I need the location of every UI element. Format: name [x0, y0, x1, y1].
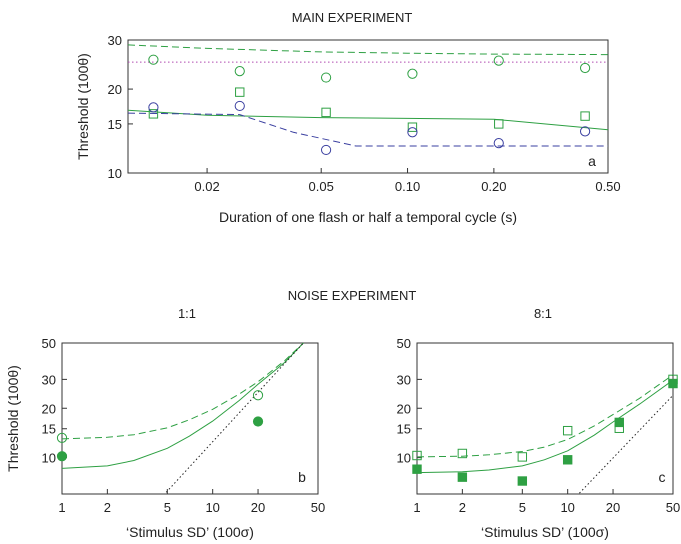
- ratio-8-1-heading: 8:1: [534, 306, 552, 321]
- green-open-square-point: [457, 448, 468, 459]
- x-axis-label: Duration of one flash or half a temporal…: [219, 209, 517, 225]
- y-tick-label: 30: [397, 372, 411, 387]
- blue-open-circle-point: [320, 144, 332, 156]
- green-filled-square-point: [614, 417, 624, 428]
- green-dashed-line-2: [417, 374, 673, 458]
- y-tick-label: 20: [397, 401, 411, 416]
- series-layer: [417, 374, 673, 494]
- green-open-circle-point: [407, 68, 418, 79]
- blue-open-circle-point: [148, 102, 159, 113]
- panel-letter: a: [588, 153, 596, 169]
- y-tick-label: 15: [42, 422, 56, 437]
- green-open-circle-point: [148, 54, 159, 65]
- green-filled-square-point: [412, 464, 422, 474]
- green-filled-square-point: [668, 378, 678, 389]
- x-axis-label: ‘Stimulus SD’ (100σ): [126, 524, 254, 540]
- x-tick-label: 50: [311, 500, 325, 515]
- green-open-circle-point: [579, 62, 591, 74]
- green-filled-square-point: [517, 476, 528, 486]
- green-open-square-point: [235, 87, 245, 97]
- green-filled-square-point: [562, 455, 573, 465]
- blue-open-circle-point: [407, 127, 418, 138]
- y-tick-label: 50: [42, 336, 56, 351]
- x-tick-label: 0.20: [481, 179, 506, 194]
- green-open-square-point: [562, 425, 573, 436]
- green-solid-line-3: [62, 343, 304, 469]
- y-tick-label: 10: [42, 451, 56, 466]
- y-axis-label: Threshold (100θ): [5, 365, 21, 472]
- panel-c: 1 2 5 10 20 50 10 15 20 30 50 ‘Stimulus SD’ (100σ) c: [397, 336, 681, 540]
- x-tick-label: 10: [205, 500, 219, 515]
- green-open-circle-point: [234, 66, 245, 77]
- black-dotted-line-4: [163, 343, 304, 494]
- green-dashed-line-3: [128, 44, 608, 56]
- green-filled-circle-point: [56, 451, 68, 462]
- green-open-square-point: [407, 122, 418, 132]
- x-tick-label: 2: [459, 500, 466, 515]
- panel-a: 0.02 0.05 0.10 0.20 0.50 10 15 20 30 Duration of …: [75, 33, 621, 225]
- plot-frame: [416, 342, 674, 495]
- panel-letter: b: [298, 469, 306, 485]
- y-axis-label: Threshold (100θ): [75, 53, 91, 160]
- green-dashed-line-2: [62, 343, 304, 440]
- ratio-1-1-heading: 1:1: [178, 306, 196, 321]
- green-open-square-point: [517, 452, 528, 462]
- x-tick-label: 1: [413, 500, 420, 515]
- x-tick-label: 20: [251, 500, 265, 515]
- blue-dashed-line-6: [128, 112, 608, 147]
- y-tick-label: 30: [108, 33, 122, 48]
- x-tick-label: 20: [606, 500, 620, 515]
- y-tick-label: 20: [108, 82, 122, 97]
- green-open-square-point: [321, 107, 331, 118]
- green-open-circle-point: [56, 432, 68, 443]
- green-filled-circle-point: [252, 416, 264, 427]
- panel-b: 1 2 5 10 20 50 10 15 20 30 50 ‘Stimulus SD’ (100σ) T…: [5, 336, 325, 540]
- green-open-square-point: [494, 119, 504, 129]
- x-tick-label: 2: [104, 500, 111, 515]
- blue-open-circle-point: [493, 138, 504, 149]
- noise-experiment-heading: NOISE EXPERIMENT: [288, 288, 417, 303]
- y-tick-label: 10: [397, 451, 411, 466]
- main-experiment-heading: MAIN EXPERIMENT: [292, 10, 413, 25]
- y-tick-label: 15: [397, 422, 411, 437]
- x-tick-label: 10: [560, 500, 574, 515]
- plot-frame: [61, 342, 319, 495]
- x-tick-label: 0.50: [595, 179, 620, 194]
- x-tick-label: 5: [164, 500, 171, 515]
- x-tick-label: 0.05: [309, 179, 334, 194]
- green-solid-line-3: [417, 379, 673, 474]
- y-tick-label: 10: [108, 166, 122, 181]
- y-tick-label: 20: [42, 401, 56, 416]
- green-open-circle-point: [493, 55, 504, 66]
- panel-letter: c: [659, 469, 666, 485]
- green-open-square-point: [148, 109, 159, 119]
- green-filled-square-point: [457, 472, 468, 482]
- y-tick-label: 15: [108, 117, 122, 132]
- green-open-square-point: [580, 111, 590, 121]
- green-solid-line-5: [128, 109, 608, 131]
- x-tick-label: 5: [519, 500, 526, 515]
- x-axis-label: ‘Stimulus SD’ (100σ): [481, 524, 609, 540]
- y-tick-label: 50: [397, 336, 411, 351]
- x-tick-label: 0.10: [395, 179, 420, 194]
- green-open-circle-point: [320, 72, 332, 83]
- x-tick-label: 1: [58, 500, 65, 515]
- y-tick-label: 30: [42, 372, 56, 387]
- blue-open-circle-point: [234, 100, 245, 112]
- blue-open-circle-point: [579, 126, 591, 137]
- green-open-circle-point: [252, 390, 264, 401]
- plot-frame: [127, 39, 609, 174]
- x-tick-label: 50: [666, 500, 680, 515]
- green-open-square-point: [412, 450, 422, 461]
- series-layer: [62, 343, 304, 494]
- x-tick-label: 0.02: [194, 179, 219, 194]
- series-layer: [128, 44, 608, 147]
